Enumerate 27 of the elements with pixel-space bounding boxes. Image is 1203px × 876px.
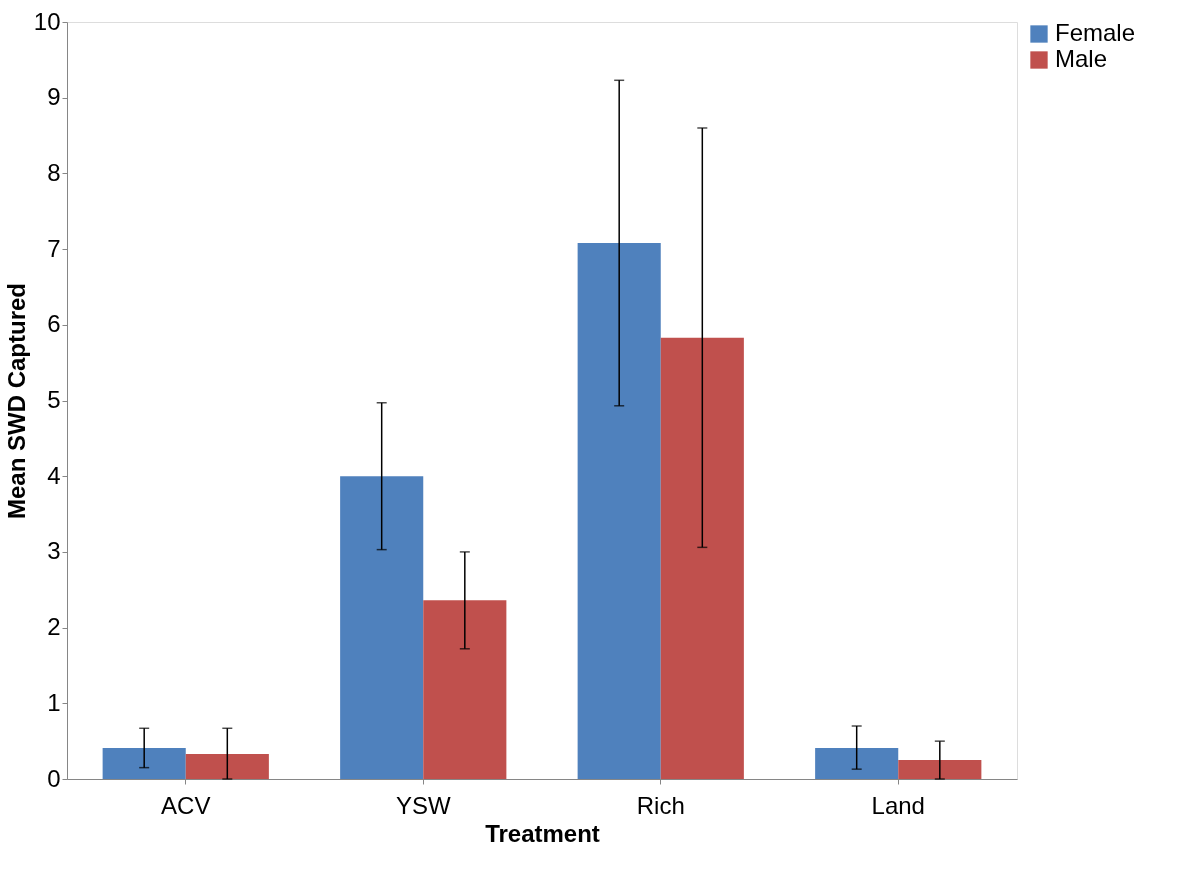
y-tick-label: 3 — [47, 537, 61, 565]
y-tick-label: 9 — [47, 83, 61, 111]
bar — [185, 754, 269, 779]
x-tick-label: Rich — [636, 791, 685, 819]
bar — [423, 600, 507, 779]
y-tick-label: 10 — [33, 7, 61, 35]
y-tick-label: 5 — [47, 386, 61, 413]
y-axis-title: Mean SWD Captured — [2, 282, 30, 520]
x-tick-label: ACV — [161, 791, 211, 819]
y-tick-label: 0 — [47, 764, 61, 792]
y-tick-label: 1 — [47, 688, 61, 716]
y-tick-label: 2 — [47, 613, 61, 641]
bar — [102, 747, 186, 779]
x-axis-title: Treatment — [485, 819, 600, 847]
y-tick-label: 6 — [47, 310, 61, 338]
bar — [898, 760, 982, 779]
y-tick-label: 7 — [47, 234, 61, 262]
legend-label: Male — [1055, 45, 1108, 72]
bar — [340, 476, 424, 779]
y-tick-label: 4 — [47, 461, 61, 489]
bar — [577, 243, 661, 779]
y-tick-label: 8 — [47, 158, 61, 186]
bar — [660, 337, 744, 779]
x-tick-label: Land — [871, 791, 925, 819]
legend-label: Female — [1055, 19, 1136, 46]
bar — [815, 747, 899, 779]
x-tick-label: YSW — [395, 791, 451, 819]
